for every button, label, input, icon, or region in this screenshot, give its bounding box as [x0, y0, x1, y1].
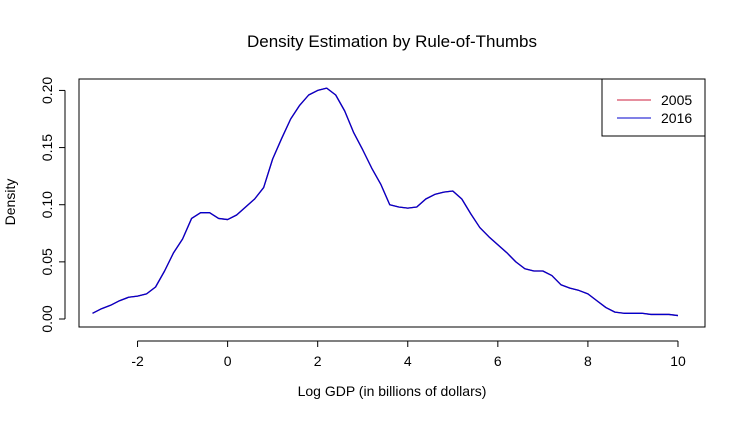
legend-box	[601, 78, 706, 137]
series-layer	[92, 87, 679, 317]
legend-label-2016: 2016	[661, 110, 692, 126]
y-axis: 0.00 0.05 0.10 0.15 0.20	[39, 77, 66, 333]
legend-label-2005: 2005	[661, 92, 692, 108]
x-tick-label: 8	[584, 353, 592, 369]
x-tick-label: 2	[314, 353, 322, 369]
x-axis: -2 0 2 4 6 8 10	[131, 340, 686, 369]
x-tick-label: 6	[494, 353, 502, 369]
y-tick-label: 0.05	[39, 248, 55, 275]
x-tick-label: 10	[670, 353, 686, 369]
y-axis-title: Density	[2, 179, 18, 226]
x-tick-label: 0	[224, 353, 232, 369]
y-tick-label: 0.00	[39, 305, 55, 332]
legend: 2005 2016	[601, 78, 706, 137]
series-line-2016	[92, 87, 679, 317]
plot-box	[78, 78, 706, 328]
x-tick-label: -2	[131, 353, 144, 369]
y-tick-label: 0.10	[39, 191, 55, 218]
y-tick-label: 0.20	[39, 77, 55, 104]
y-tick-label: 0.15	[39, 134, 55, 161]
x-tick-label: 4	[404, 353, 412, 369]
chart-title: Density Estimation by Rule-of-Thumbs	[247, 32, 537, 51]
x-axis-title: Log GDP (in billions of dollars)	[298, 383, 487, 399]
